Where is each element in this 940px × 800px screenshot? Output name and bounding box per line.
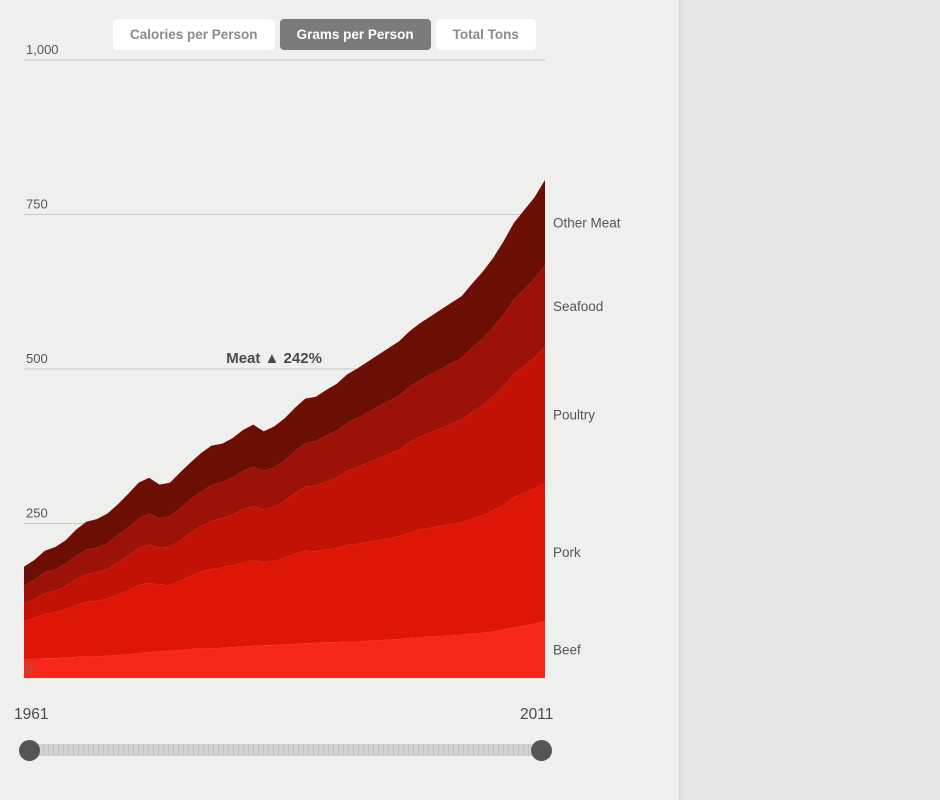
tab-grams-per-person[interactable]: Grams per Person [279, 19, 431, 50]
y-axis-zero-label: 0 [26, 662, 33, 677]
area-series-poultry [24, 346, 545, 622]
series-label-seafood: Seafood [553, 299, 603, 314]
y-axis-tick-label: 250 [26, 506, 48, 521]
series-label-poultry: Poultry [553, 408, 595, 423]
y-axis-tick-label: 500 [26, 351, 48, 366]
view-mode-tabs: Calories per Person Grams per Person Tot… [113, 19, 536, 50]
tab-total-tons[interactable]: Total Tons [435, 19, 536, 50]
slider-handle-start[interactable] [19, 740, 40, 761]
area-series-seafood [24, 265, 545, 604]
country-thumbnail-panel: WorldChinaUnited StatesIndiaBrazilHong K… [679, 0, 940, 800]
area-series-pork [24, 482, 545, 660]
series-label-other-meat: Other Meat [553, 216, 621, 231]
series-label-pork: Pork [553, 545, 581, 560]
slider-end-year-label: 2011 [520, 706, 554, 723]
chart-annotation: Meat ▲ 242% [226, 350, 322, 367]
slider-start-year-label: 1961 [14, 706, 49, 723]
slider-track[interactable] [29, 744, 542, 756]
area-series-other-meat [24, 179, 545, 586]
tab-calories-per-person[interactable]: Calories per Person [113, 19, 275, 50]
year-range-slider[interactable]: 1961 2011 [0, 706, 679, 776]
stacked-area-chart: 1,000 750 500 250 Other Meat Seafood Poultry Po… [24, 42, 621, 678]
main-panel: Calories per Person Grams per Person Tot… [0, 19, 679, 776]
y-axis-tick-label: 1,000 [26, 42, 59, 57]
y-axis-tick-label: 750 [26, 197, 48, 212]
series-label-beef: Beef [553, 643, 581, 658]
slider-handle-end[interactable] [531, 740, 552, 761]
chart-svg: 1,000 750 500 250 Other Meat Seafood Poultry Po… [24, 42, 621, 678]
area-series-beef [24, 621, 545, 678]
